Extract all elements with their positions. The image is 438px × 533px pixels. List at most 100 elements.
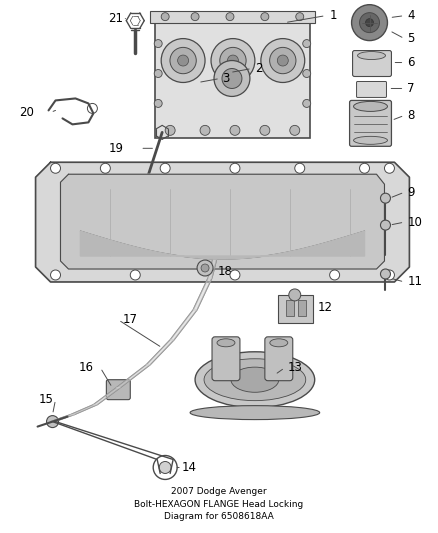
- Text: 15: 15: [39, 393, 53, 406]
- Circle shape: [211, 38, 255, 83]
- Circle shape: [303, 100, 311, 108]
- Circle shape: [161, 38, 205, 83]
- Ellipse shape: [353, 101, 388, 111]
- Text: 14: 14: [182, 461, 197, 474]
- Circle shape: [230, 125, 240, 135]
- Text: 13: 13: [288, 361, 303, 374]
- Ellipse shape: [231, 367, 279, 392]
- Circle shape: [277, 55, 288, 66]
- FancyBboxPatch shape: [265, 337, 293, 381]
- Circle shape: [303, 39, 311, 47]
- Circle shape: [130, 270, 140, 280]
- Circle shape: [214, 61, 250, 96]
- Text: 2: 2: [255, 62, 262, 75]
- Polygon shape: [50, 415, 74, 422]
- Circle shape: [330, 270, 339, 280]
- Text: 17: 17: [122, 313, 137, 326]
- Text: 8: 8: [407, 109, 415, 122]
- Text: 2007 Dodge Avenger
Bolt-HEXAGON FLANGE Head Locking
Diagram for 6508618AA: 2007 Dodge Avenger Bolt-HEXAGON FLANGE H…: [134, 487, 304, 521]
- Polygon shape: [71, 405, 97, 415]
- Circle shape: [159, 462, 171, 473]
- FancyBboxPatch shape: [106, 379, 130, 400]
- Circle shape: [154, 100, 162, 108]
- Polygon shape: [81, 231, 364, 259]
- Circle shape: [261, 13, 269, 21]
- Text: 4: 4: [407, 9, 415, 22]
- Circle shape: [46, 416, 59, 427]
- Text: 20: 20: [19, 106, 34, 119]
- Circle shape: [153, 456, 177, 480]
- Text: 11: 11: [407, 276, 422, 288]
- Text: 10: 10: [407, 216, 422, 229]
- Text: 16: 16: [78, 361, 93, 374]
- Circle shape: [191, 13, 199, 21]
- Text: 1: 1: [330, 9, 337, 22]
- Text: 9: 9: [407, 185, 415, 199]
- Circle shape: [178, 55, 189, 66]
- Text: 6: 6: [407, 56, 415, 69]
- Polygon shape: [117, 365, 150, 387]
- Ellipse shape: [270, 339, 288, 347]
- Circle shape: [381, 193, 390, 203]
- FancyBboxPatch shape: [212, 337, 240, 381]
- Polygon shape: [208, 258, 217, 278]
- FancyBboxPatch shape: [350, 100, 392, 147]
- Circle shape: [50, 270, 60, 280]
- Circle shape: [226, 13, 234, 21]
- Text: 18: 18: [218, 265, 233, 278]
- Circle shape: [197, 260, 213, 276]
- FancyBboxPatch shape: [150, 11, 314, 22]
- Polygon shape: [170, 310, 197, 340]
- FancyBboxPatch shape: [357, 82, 386, 98]
- Ellipse shape: [190, 406, 320, 419]
- Ellipse shape: [195, 352, 314, 408]
- Circle shape: [270, 47, 296, 74]
- FancyBboxPatch shape: [353, 51, 392, 77]
- FancyBboxPatch shape: [286, 300, 294, 316]
- Polygon shape: [146, 340, 174, 365]
- Circle shape: [289, 289, 301, 301]
- Polygon shape: [193, 278, 212, 310]
- Circle shape: [88, 103, 97, 114]
- Circle shape: [290, 125, 300, 135]
- Circle shape: [381, 220, 390, 230]
- Circle shape: [160, 163, 170, 173]
- Circle shape: [295, 163, 305, 173]
- Circle shape: [220, 47, 246, 74]
- Circle shape: [296, 13, 304, 21]
- Circle shape: [222, 69, 242, 88]
- Circle shape: [161, 13, 169, 21]
- Text: 21: 21: [108, 12, 124, 25]
- Circle shape: [385, 163, 395, 173]
- Ellipse shape: [204, 359, 306, 401]
- Circle shape: [352, 5, 388, 41]
- FancyBboxPatch shape: [278, 295, 313, 323]
- Polygon shape: [35, 162, 410, 282]
- Text: 5: 5: [407, 32, 415, 45]
- Circle shape: [230, 270, 240, 280]
- Circle shape: [260, 125, 270, 135]
- Circle shape: [170, 47, 196, 74]
- Text: 19: 19: [108, 142, 124, 155]
- Polygon shape: [60, 174, 385, 269]
- Circle shape: [100, 163, 110, 173]
- FancyBboxPatch shape: [155, 19, 310, 139]
- Circle shape: [366, 19, 374, 27]
- Circle shape: [230, 163, 240, 173]
- Circle shape: [200, 125, 210, 135]
- Polygon shape: [93, 387, 120, 405]
- Text: 3: 3: [222, 72, 230, 85]
- Ellipse shape: [353, 136, 388, 144]
- FancyBboxPatch shape: [298, 300, 306, 316]
- Circle shape: [154, 69, 162, 77]
- Ellipse shape: [357, 52, 385, 60]
- Circle shape: [303, 69, 311, 77]
- Circle shape: [165, 125, 175, 135]
- Circle shape: [227, 55, 238, 66]
- Text: 7: 7: [407, 82, 415, 95]
- Circle shape: [360, 13, 379, 33]
- Ellipse shape: [217, 339, 235, 347]
- Circle shape: [154, 39, 162, 47]
- Circle shape: [381, 269, 390, 279]
- Circle shape: [360, 163, 370, 173]
